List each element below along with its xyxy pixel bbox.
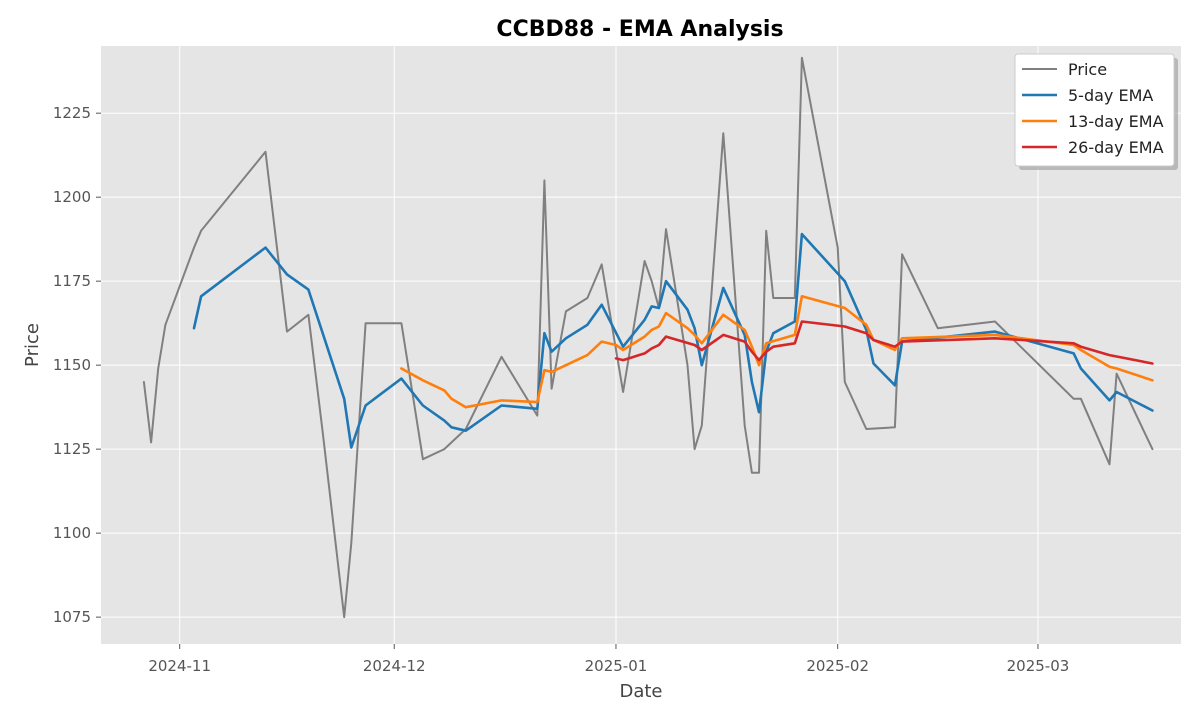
y-axis-label: Price: [22, 323, 43, 367]
x-axis-label: Date: [619, 681, 662, 702]
x-axis-ticks: 2024-11 2024-12 2025-01 2025-02 2025-03: [148, 644, 1069, 675]
y-tick-label: 1075: [53, 608, 91, 626]
legend: Price 5-day EMA 13-day EMA 26-day EMA: [1014, 53, 1178, 170]
legend-label-price: Price: [1068, 60, 1107, 79]
x-tick-label: 2025-03: [1007, 657, 1070, 675]
y-tick-label: 1225: [53, 104, 91, 122]
legend-label-26-day-ema: 26-day EMA: [1068, 138, 1164, 157]
legend-label-5-day-ema: 5-day EMA: [1068, 86, 1153, 105]
series-line-price: [142, 56, 1154, 619]
y-tick-label: 1100: [53, 524, 91, 542]
y-axis-ticks: 1075 1100 1125 1150 1175 1200 1225: [53, 104, 101, 626]
x-tick-label: 2025-02: [806, 657, 869, 675]
series-line-5-day-ema: [192, 232, 1154, 449]
legend-items: Price 5-day EMA 13-day EMA 26-day EMA: [1022, 60, 1164, 157]
x-tick-label: 2025-01: [585, 657, 648, 675]
legend-label-13-day-ema: 13-day EMA: [1068, 112, 1164, 131]
y-tick-label: 1175: [53, 272, 91, 290]
chart-title: CCBD88 - EMA Analysis: [496, 17, 783, 42]
y-tick-label: 1150: [53, 356, 91, 374]
y-tick-label: 1200: [53, 188, 91, 206]
series-line-26-day-ema: [614, 320, 1154, 365]
plot-area: [101, 46, 1181, 644]
series-lines: [142, 56, 1154, 619]
x-tick-label: 2024-12: [363, 657, 426, 675]
x-tick-label: 2024-11: [148, 657, 211, 675]
y-tick-label: 1125: [53, 440, 91, 458]
legend-box: [1014, 53, 1175, 167]
